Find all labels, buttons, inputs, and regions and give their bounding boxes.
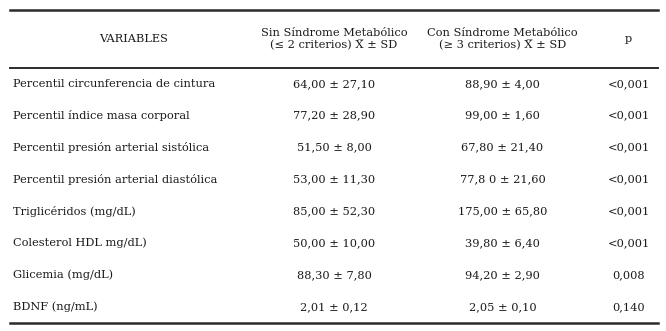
- Text: 175,00 ± 65,80: 175,00 ± 65,80: [458, 206, 547, 216]
- Text: <0,001: <0,001: [607, 142, 650, 153]
- Text: 64,00 ± 27,10: 64,00 ± 27,10: [293, 79, 375, 89]
- Text: <0,001: <0,001: [607, 206, 650, 216]
- Text: 53,00 ± 11,30: 53,00 ± 11,30: [293, 174, 375, 184]
- Text: Glicemia (mg/dL): Glicemia (mg/dL): [13, 270, 113, 280]
- Text: Colesterol HDL mg/dL): Colesterol HDL mg/dL): [13, 238, 147, 248]
- Text: <0,001: <0,001: [607, 111, 650, 120]
- Text: 2,01 ± 0,12: 2,01 ± 0,12: [300, 302, 368, 312]
- Text: VARIABLES: VARIABLES: [99, 34, 168, 44]
- Text: Percentil presión arterial sistólica: Percentil presión arterial sistólica: [13, 142, 209, 153]
- Text: 51,50 ± 8,00: 51,50 ± 8,00: [296, 142, 372, 153]
- Text: 50,00 ± 10,00: 50,00 ± 10,00: [293, 238, 375, 248]
- Text: 67,80 ± 21,40: 67,80 ± 21,40: [462, 142, 543, 153]
- Text: 0,008: 0,008: [613, 270, 645, 280]
- Text: Triglicéridos (mg/dL): Triglicéridos (mg/dL): [13, 206, 136, 217]
- Text: Percentil índice masa corporal: Percentil índice masa corporal: [13, 110, 190, 121]
- Text: Sin Síndrome Metabólico
(≤ 2 criterios) X̅ ± SD: Sin Síndrome Metabólico (≤ 2 criterios) …: [260, 28, 408, 50]
- Text: Con Síndrome Metabólico
(≥ 3 criterios) X̅ ± SD: Con Síndrome Metabólico (≥ 3 criterios) …: [427, 28, 578, 50]
- Text: BDNF (ng/mL): BDNF (ng/mL): [13, 302, 98, 312]
- Text: 2,05 ± 0,10: 2,05 ± 0,10: [469, 302, 536, 312]
- Text: 77,20 ± 28,90: 77,20 ± 28,90: [293, 111, 375, 120]
- Text: 99,00 ± 1,60: 99,00 ± 1,60: [465, 111, 540, 120]
- Text: <0,001: <0,001: [607, 79, 650, 89]
- Text: 94,20 ± 2,90: 94,20 ± 2,90: [465, 270, 540, 280]
- Text: <0,001: <0,001: [607, 174, 650, 184]
- Text: 39,80 ± 6,40: 39,80 ± 6,40: [465, 238, 540, 248]
- Text: <0,001: <0,001: [607, 238, 650, 248]
- Text: p: p: [625, 34, 633, 44]
- Text: 88,90 ± 4,00: 88,90 ± 4,00: [465, 79, 540, 89]
- Text: 85,00 ± 52,30: 85,00 ± 52,30: [293, 206, 375, 216]
- Text: 77,8 0 ± 21,60: 77,8 0 ± 21,60: [460, 174, 545, 184]
- Text: Percentil presión arterial diastólica: Percentil presión arterial diastólica: [13, 174, 218, 185]
- Text: Percentil circunferencia de cintura: Percentil circunferencia de cintura: [13, 79, 216, 89]
- Text: 88,30 ± 7,80: 88,30 ± 7,80: [296, 270, 372, 280]
- Text: 0,140: 0,140: [613, 302, 645, 312]
